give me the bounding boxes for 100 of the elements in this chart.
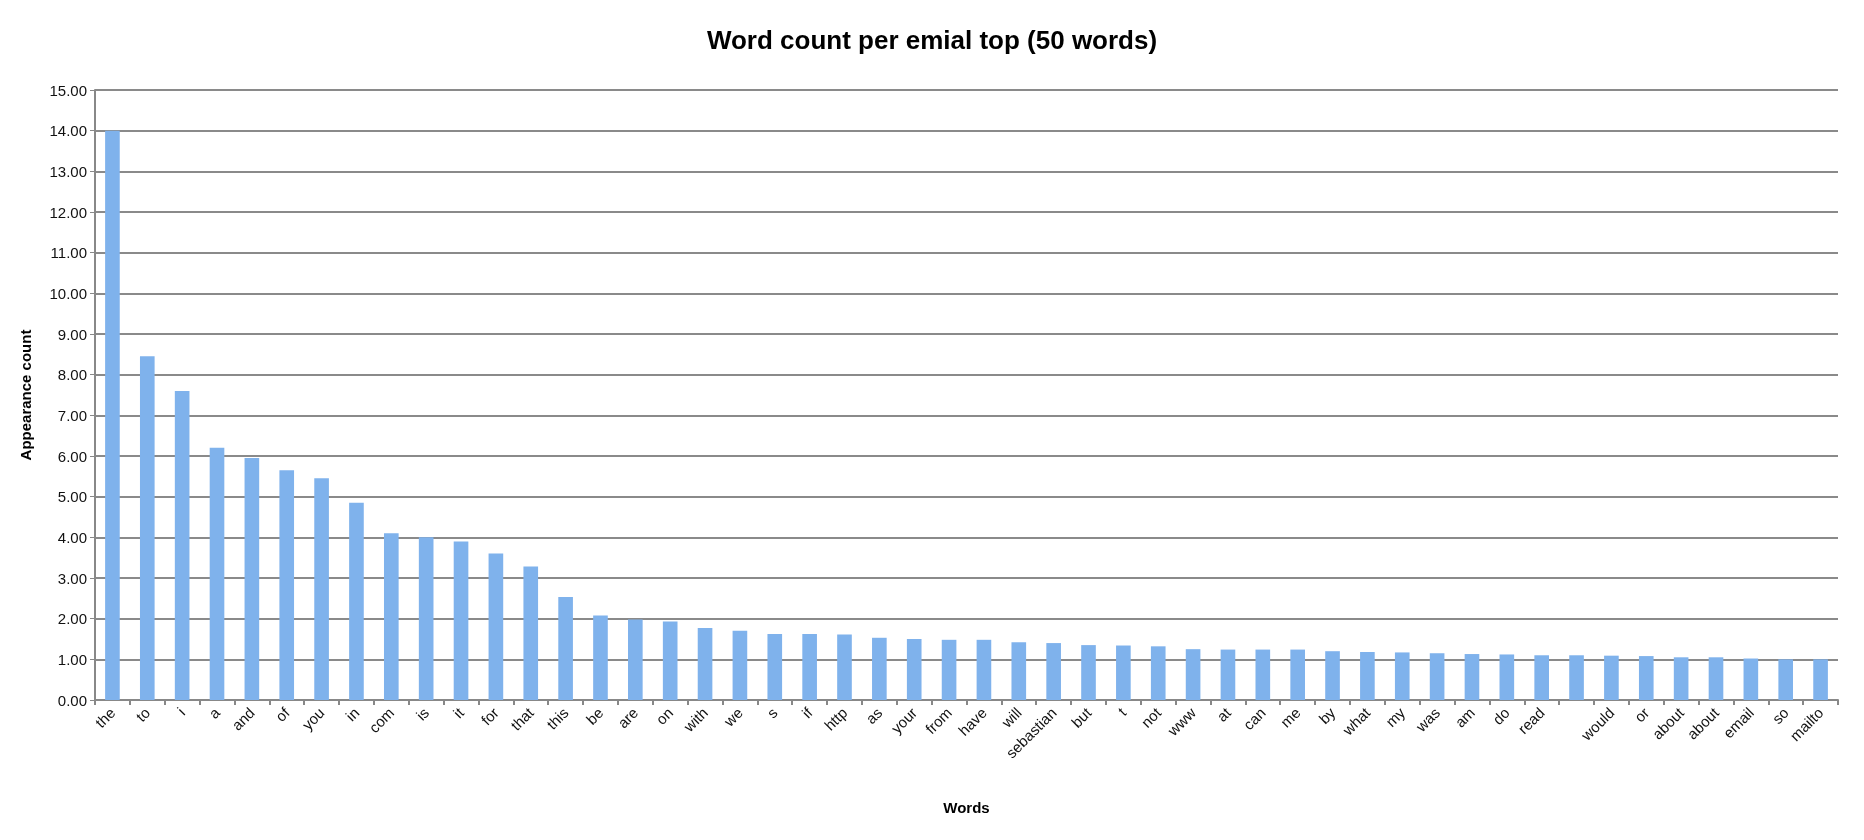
x-tick-label: you [298,703,328,734]
bar [1046,643,1061,700]
bar [1150,646,1166,700]
x-tick-label: do [1489,703,1513,728]
x-tick-label: by [1315,703,1339,728]
x-tick-label: can [1239,703,1269,734]
x-tick-label: s [763,703,781,722]
bar [244,458,260,700]
y-axis-title: Appearance count [17,329,34,461]
bar [662,621,678,700]
x-tick-label: http [820,703,851,734]
bar [1325,651,1340,700]
x-axis-title: Words [943,799,990,816]
bar [593,615,608,700]
bar [1429,653,1445,700]
y-tick-label: 14.00 [49,122,87,140]
bar [1290,649,1305,700]
bar [1673,657,1689,700]
bar [1534,655,1550,700]
chart-title: Word count per emial top (50 words) [706,25,1158,55]
x-tick-label: me [1276,703,1304,731]
x-tick-label: my [1382,703,1409,731]
bar [941,639,957,700]
x-tick-label: that [507,703,538,734]
x-tick-label: but [1067,703,1096,731]
x-tick-label: am [1451,703,1478,731]
bar [1464,654,1480,700]
bar [209,447,225,700]
bar [802,634,817,700]
bar [1778,659,1794,700]
x-tick-label: to [132,703,154,725]
x-tick-label: in [342,703,363,725]
y-tick-label: 4.00 [57,528,87,546]
bar [1081,645,1096,700]
bar [976,639,992,700]
bar [1813,659,1828,700]
y-tick-label: 7.00 [57,406,87,424]
bar [767,634,783,700]
x-tick-label: for [477,703,502,729]
bar [1360,652,1375,700]
bar [837,634,852,700]
bar [523,566,539,700]
bar [383,533,399,700]
x-tick-label: at [1213,703,1235,725]
bar [558,597,573,700]
bar [1185,649,1201,700]
bar [418,537,434,700]
x-tick-label: t [1114,703,1130,719]
x-tick-label: so [1768,703,1792,728]
bar [1394,652,1410,700]
bar [488,553,504,700]
y-tick-label: 13.00 [49,162,87,180]
y-tick-label: 3.00 [57,569,87,587]
x-tick-label: are [614,703,642,732]
bar [872,637,887,700]
x-tick-label: was [1411,703,1444,736]
bar [628,619,643,700]
bar [1569,655,1584,700]
bar [906,639,922,700]
y-tick-label: 10.00 [49,284,87,302]
bar [1499,654,1515,700]
bar [174,390,190,700]
x-tick-label: this [543,703,572,733]
x-tick-label: a [205,703,224,722]
bar [1255,649,1271,700]
y-tick-label: 6.00 [57,447,87,465]
bar [314,478,329,700]
bar [139,356,155,700]
y-tick-label: 2.00 [57,610,87,628]
y-tick-label: 12.00 [49,203,87,221]
x-tick-label: or [1630,703,1653,726]
x-tick-label: i [173,703,189,719]
x-tick-label: not [1137,703,1165,731]
x-tick-label: with [679,703,712,736]
x-tick-label: and [228,703,258,734]
x-tick-label: be [582,703,607,728]
x-tick-label: the [91,703,119,731]
y-tick-label: 15.00 [49,81,87,99]
y-tick-label: 1.00 [57,650,87,668]
y-tick-label: 11.00 [50,244,87,262]
bar [105,130,120,700]
x-tick-label: from [921,703,956,738]
bar [1011,642,1027,700]
x-tick-label: com [365,703,398,737]
x-tick-label: if [798,703,817,722]
bar [1604,655,1619,700]
y-tick-label: 5.00 [57,488,87,506]
x-tick-label: of [271,703,294,725]
x-tick-label: it [449,703,468,722]
bar [1220,649,1236,700]
y-tick-label: 0.00 [57,691,87,709]
x-tick-label: is [412,703,433,724]
bar [732,630,748,700]
y-tick-label: 9.00 [57,325,87,343]
bar [349,502,364,700]
bar [1638,656,1654,700]
y-tick-label: 8.00 [57,366,87,384]
bar [1116,645,1131,700]
x-tick-label: on [652,703,677,728]
bar [279,470,295,700]
